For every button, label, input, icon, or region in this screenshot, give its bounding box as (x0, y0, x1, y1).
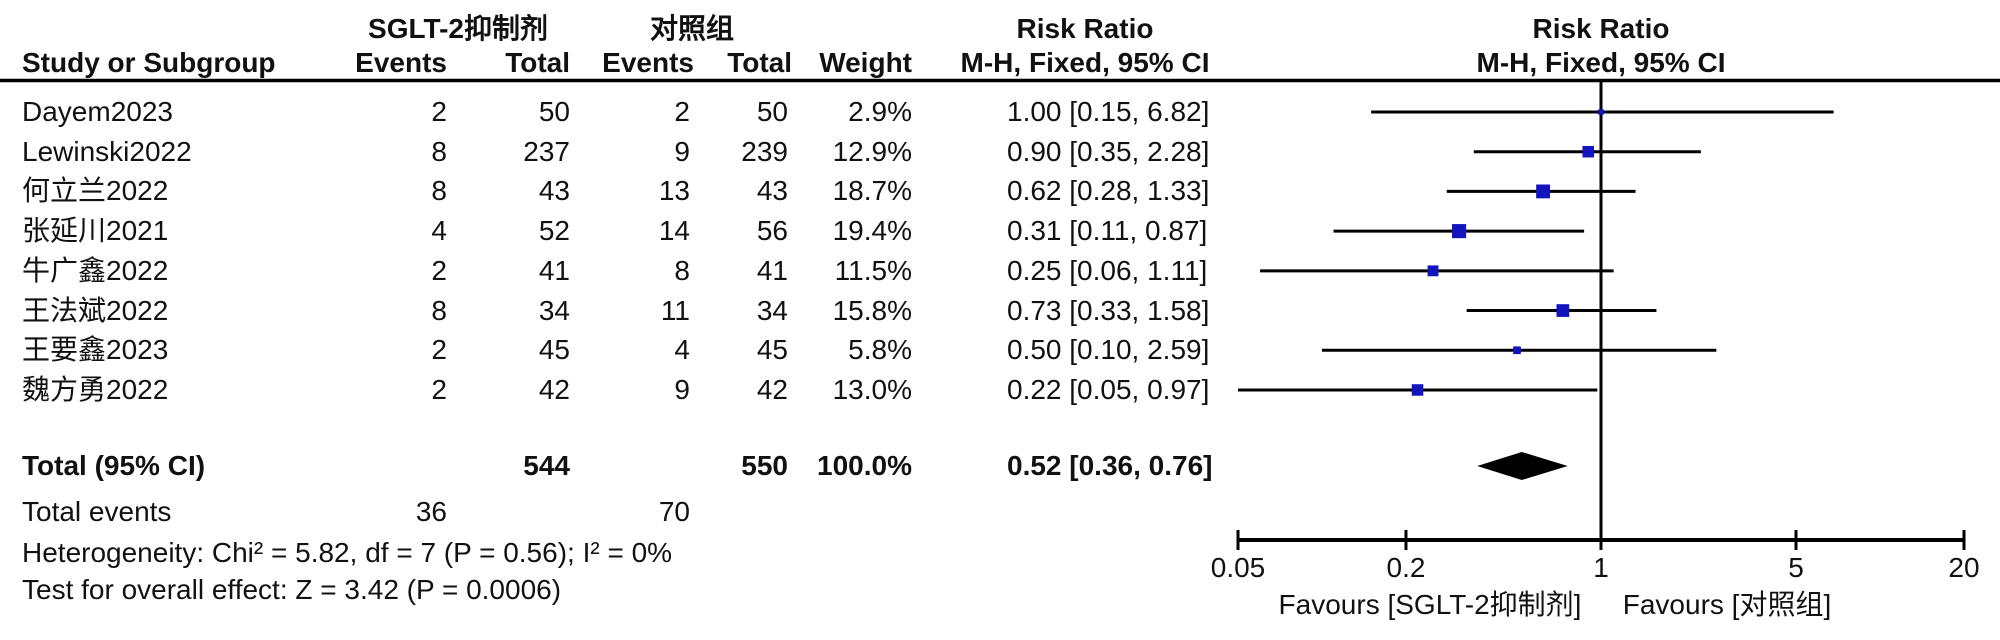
risk-ratio-ci-cell: 1.00 [0.15, 6.82] (1007, 96, 1210, 127)
col-study-header: Study or Subgroup (22, 47, 276, 78)
axis-tick-label: 1 (1593, 552, 1609, 583)
weight-cell: 15.8% (832, 294, 912, 326)
risk-ratio-ci-cell: 0.90 [0.35, 2.28] (1007, 135, 1210, 167)
study-name: 张延川2021 (22, 215, 169, 247)
events-control-cell: 2 (674, 96, 690, 127)
total-risk-ratio-ci: 0.52 [0.36, 0.76] (1007, 450, 1213, 481)
study-name: 牛广鑫2022 (22, 254, 169, 286)
effect-marker (1598, 109, 1604, 115)
effect-marker (1411, 384, 1424, 396)
total-events-control: 70 (658, 496, 690, 527)
favours-right-label: Favours [对照组] (1622, 589, 1832, 620)
weight-cell: 5.8% (848, 334, 912, 366)
total-control-cell: 50 (756, 96, 788, 127)
study-name: 王法斌2022 (22, 294, 169, 326)
events-control-cell: 13 (658, 175, 690, 207)
total-treatment-cell: 45 (538, 334, 570, 366)
total-control-cell: 43 (756, 175, 788, 207)
effect-marker (1582, 145, 1594, 158)
total-control-cell: 239 (741, 135, 788, 167)
events-control-cell: 11 (660, 294, 690, 326)
risk-ratio-ci-cell: 0.50 [0.10, 2.59] (1007, 334, 1210, 366)
events-treatment-cell: 4 (431, 215, 447, 247)
heterogeneity-text: Heterogeneity: Chi² = 5.82, df = 7 (P = … (22, 537, 673, 568)
events-treatment-cell: 2 (431, 96, 447, 127)
rr-method-header: M-H, Fixed, 95% CI (960, 47, 1210, 78)
events-control-cell: 4 (674, 334, 690, 366)
events-control-cell: 14 (658, 215, 690, 247)
events-treatment-cell: 2 (431, 254, 447, 286)
axis-tick-label: 5 (1788, 552, 1804, 583)
study-name: 何立兰2022 (22, 175, 169, 207)
total-treatment-cell: 41 (538, 254, 570, 286)
axis-tick-label: 0.05 (1210, 552, 1266, 583)
weight-cell: 2.9% (848, 96, 912, 127)
total-treatment-cell: 52 (538, 215, 570, 247)
axis-tick-label: 0.2 (1386, 552, 1426, 583)
total-events-treatment: 36 (415, 496, 447, 527)
study-name: Dayem2023 (22, 96, 173, 127)
events-control-cell: 8 (674, 254, 690, 286)
events-control-cell: 9 (674, 135, 690, 167)
effect-marker (1513, 346, 1521, 355)
total-treatment-cell: 43 (538, 175, 570, 207)
weight-cell: 12.9% (832, 135, 912, 167)
total-control-sum: 550 (741, 450, 788, 481)
total-control-cell: 41 (756, 254, 788, 286)
weight-cell: 19.4% (832, 215, 912, 247)
events-treatment-cell: 2 (431, 373, 447, 405)
events-control-cell: 9 (674, 373, 690, 405)
total-control-cell: 34 (756, 294, 788, 326)
events-treatment-cell: 8 (431, 175, 447, 207)
col-weight-header: Weight (819, 47, 912, 78)
col-events1-header: Events (355, 47, 447, 78)
group2-header: 对照组 (649, 13, 735, 44)
risk-ratio-ci-cell: 0.31 [0.11, 0.87] (1007, 215, 1208, 247)
effect-marker (1427, 265, 1439, 277)
effect-marker (1556, 304, 1570, 317)
total-treatment-cell: 237 (523, 135, 570, 167)
study-name: 魏方勇2022 (22, 373, 169, 405)
col-total1-header: Total (505, 47, 570, 78)
effect-marker (1452, 224, 1467, 239)
total-treatment-cell: 34 (538, 294, 570, 326)
plot-title: Risk Ratio (1532, 13, 1670, 44)
risk-ratio-ci-cell: 0.25 [0.06, 1.11] (1007, 254, 1208, 286)
total-row-label: Total (95% CI) (22, 450, 206, 481)
plot-method-header: M-H, Fixed, 95% CI (1476, 47, 1726, 78)
risk-ratio-ci-cell: 0.22 [0.05, 0.97] (1007, 373, 1210, 405)
weight-cell: 13.0% (832, 373, 912, 405)
col-events2-header: Events (602, 47, 694, 78)
events-treatment-cell: 8 (431, 135, 447, 167)
overall-effect-text: Test for overall effect: Z = 3.42 (P = 0… (22, 574, 562, 605)
rr-column-title: Risk Ratio (1016, 13, 1154, 44)
col-total2-header: Total (727, 47, 792, 78)
total-control-cell: 56 (756, 215, 788, 247)
weight-cell: 18.7% (832, 175, 912, 207)
total-control-cell: 42 (756, 373, 788, 405)
study-name: 王要鑫2023 (22, 334, 169, 366)
group1-header: SGLT-2抑制剂 (368, 13, 548, 44)
total-treatment-cell: 50 (538, 96, 570, 127)
risk-ratio-ci-cell: 0.73 [0.33, 1.58] (1007, 294, 1210, 326)
study-name: Lewinski2022 (22, 135, 192, 167)
risk-ratio-ci-cell: 0.62 [0.28, 1.33] (1007, 175, 1210, 207)
pooled-effect-diamond (1477, 452, 1568, 480)
axis-tick-label: 20 (1948, 552, 1980, 583)
total-weight: 100.0% (817, 450, 912, 481)
total-events-label: Total events (22, 496, 172, 527)
total-control-cell: 45 (756, 334, 788, 366)
events-treatment-cell: 8 (431, 294, 447, 326)
events-treatment-cell: 2 (431, 334, 447, 366)
total-treatment-cell: 42 (538, 373, 570, 405)
effect-marker (1536, 184, 1550, 199)
favours-left-label: Favours [SGLT-2抑制剂] (1278, 589, 1582, 620)
total-treatment-sum: 544 (523, 450, 570, 481)
weight-cell: 11.5% (834, 254, 912, 286)
